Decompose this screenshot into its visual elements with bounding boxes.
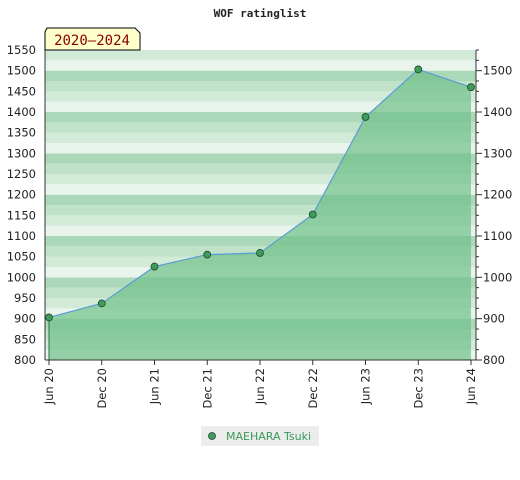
y-tick-label-right: 1300: [483, 146, 512, 160]
axes: [44, 49, 482, 365]
chart-title: WOF ratinglist: [214, 7, 307, 20]
legend-label: MAEHARA Tsuki: [226, 430, 311, 443]
y-tick-label-right: 1100: [483, 229, 512, 243]
x-tick-label: Jun 20: [42, 368, 56, 405]
period-badge: 2020–2024: [44, 27, 141, 51]
data-point: [467, 83, 475, 92]
x-tick-label: Dec 22: [306, 368, 320, 409]
data-point: [97, 299, 106, 308]
x-tick-label: Jun 21: [148, 368, 162, 405]
area-fill: [49, 69, 471, 360]
y-tick-label-left: 1200: [7, 188, 36, 202]
y-tick-label-left: 950: [14, 291, 36, 305]
y-tick-label-left: 1400: [7, 105, 36, 119]
data-point: [361, 113, 370, 121]
y-tick-label-left: 800: [14, 353, 36, 367]
x-tick-label: Dec 20: [95, 368, 109, 409]
y-tick-label-left: 1100: [7, 229, 36, 243]
legend-marker: [208, 432, 216, 440]
x-tick-label: Dec 21: [200, 368, 214, 409]
y-tick-label-left: 1350: [7, 126, 36, 140]
x-tick-label: Jun 24: [464, 368, 478, 405]
data-point: [308, 210, 317, 219]
y-tick-label-right: 800: [483, 353, 505, 367]
x-tick-label: Jun 22: [253, 368, 267, 405]
y-tick-label-left: 1050: [7, 250, 36, 264]
period-badge-label: 2020–2024: [54, 33, 130, 49]
y-tick-label-right: 1500: [483, 64, 512, 78]
data-point: [203, 250, 212, 259]
y-tick-label-left: 900: [14, 312, 36, 326]
y-axis-labels: 800 850 900 950 1000 1050 1100 1150 1200 1250 1300…: [7, 43, 513, 367]
y-tick-label-left: 850: [14, 332, 36, 346]
x-axis-labels: Jun 20 Dec 20 Jun 21 Dec 21 Jun 22 Dec 22 Jun …: [42, 368, 478, 409]
x-tick-label: Dec 23: [411, 368, 425, 409]
legend: MAEHARA Tsuki: [201, 426, 319, 446]
y-tick-label-right: 1000: [483, 270, 512, 284]
data-point: [150, 262, 159, 271]
data-markers: [45, 65, 475, 322]
y-tick-label-left: 1550: [7, 43, 36, 57]
x-tick-label: Jun 23: [359, 368, 373, 405]
y-tick-label-left: 1450: [7, 84, 36, 98]
y-tick-label-left: 1250: [7, 167, 36, 181]
y-tick-label-left: 1150: [7, 208, 36, 222]
y-tick-label-left: 1500: [7, 64, 36, 78]
data-point: [414, 65, 423, 74]
y-tick-label-left: 1000: [7, 270, 36, 284]
y-tick-label-right: 1200: [483, 188, 512, 202]
data-point: [45, 313, 53, 322]
y-tick-label-right: 900: [483, 312, 505, 326]
y-tick-label-right: 1400: [483, 105, 512, 119]
y-tick-label-left: 1300: [7, 146, 36, 160]
data-point: [256, 249, 264, 257]
